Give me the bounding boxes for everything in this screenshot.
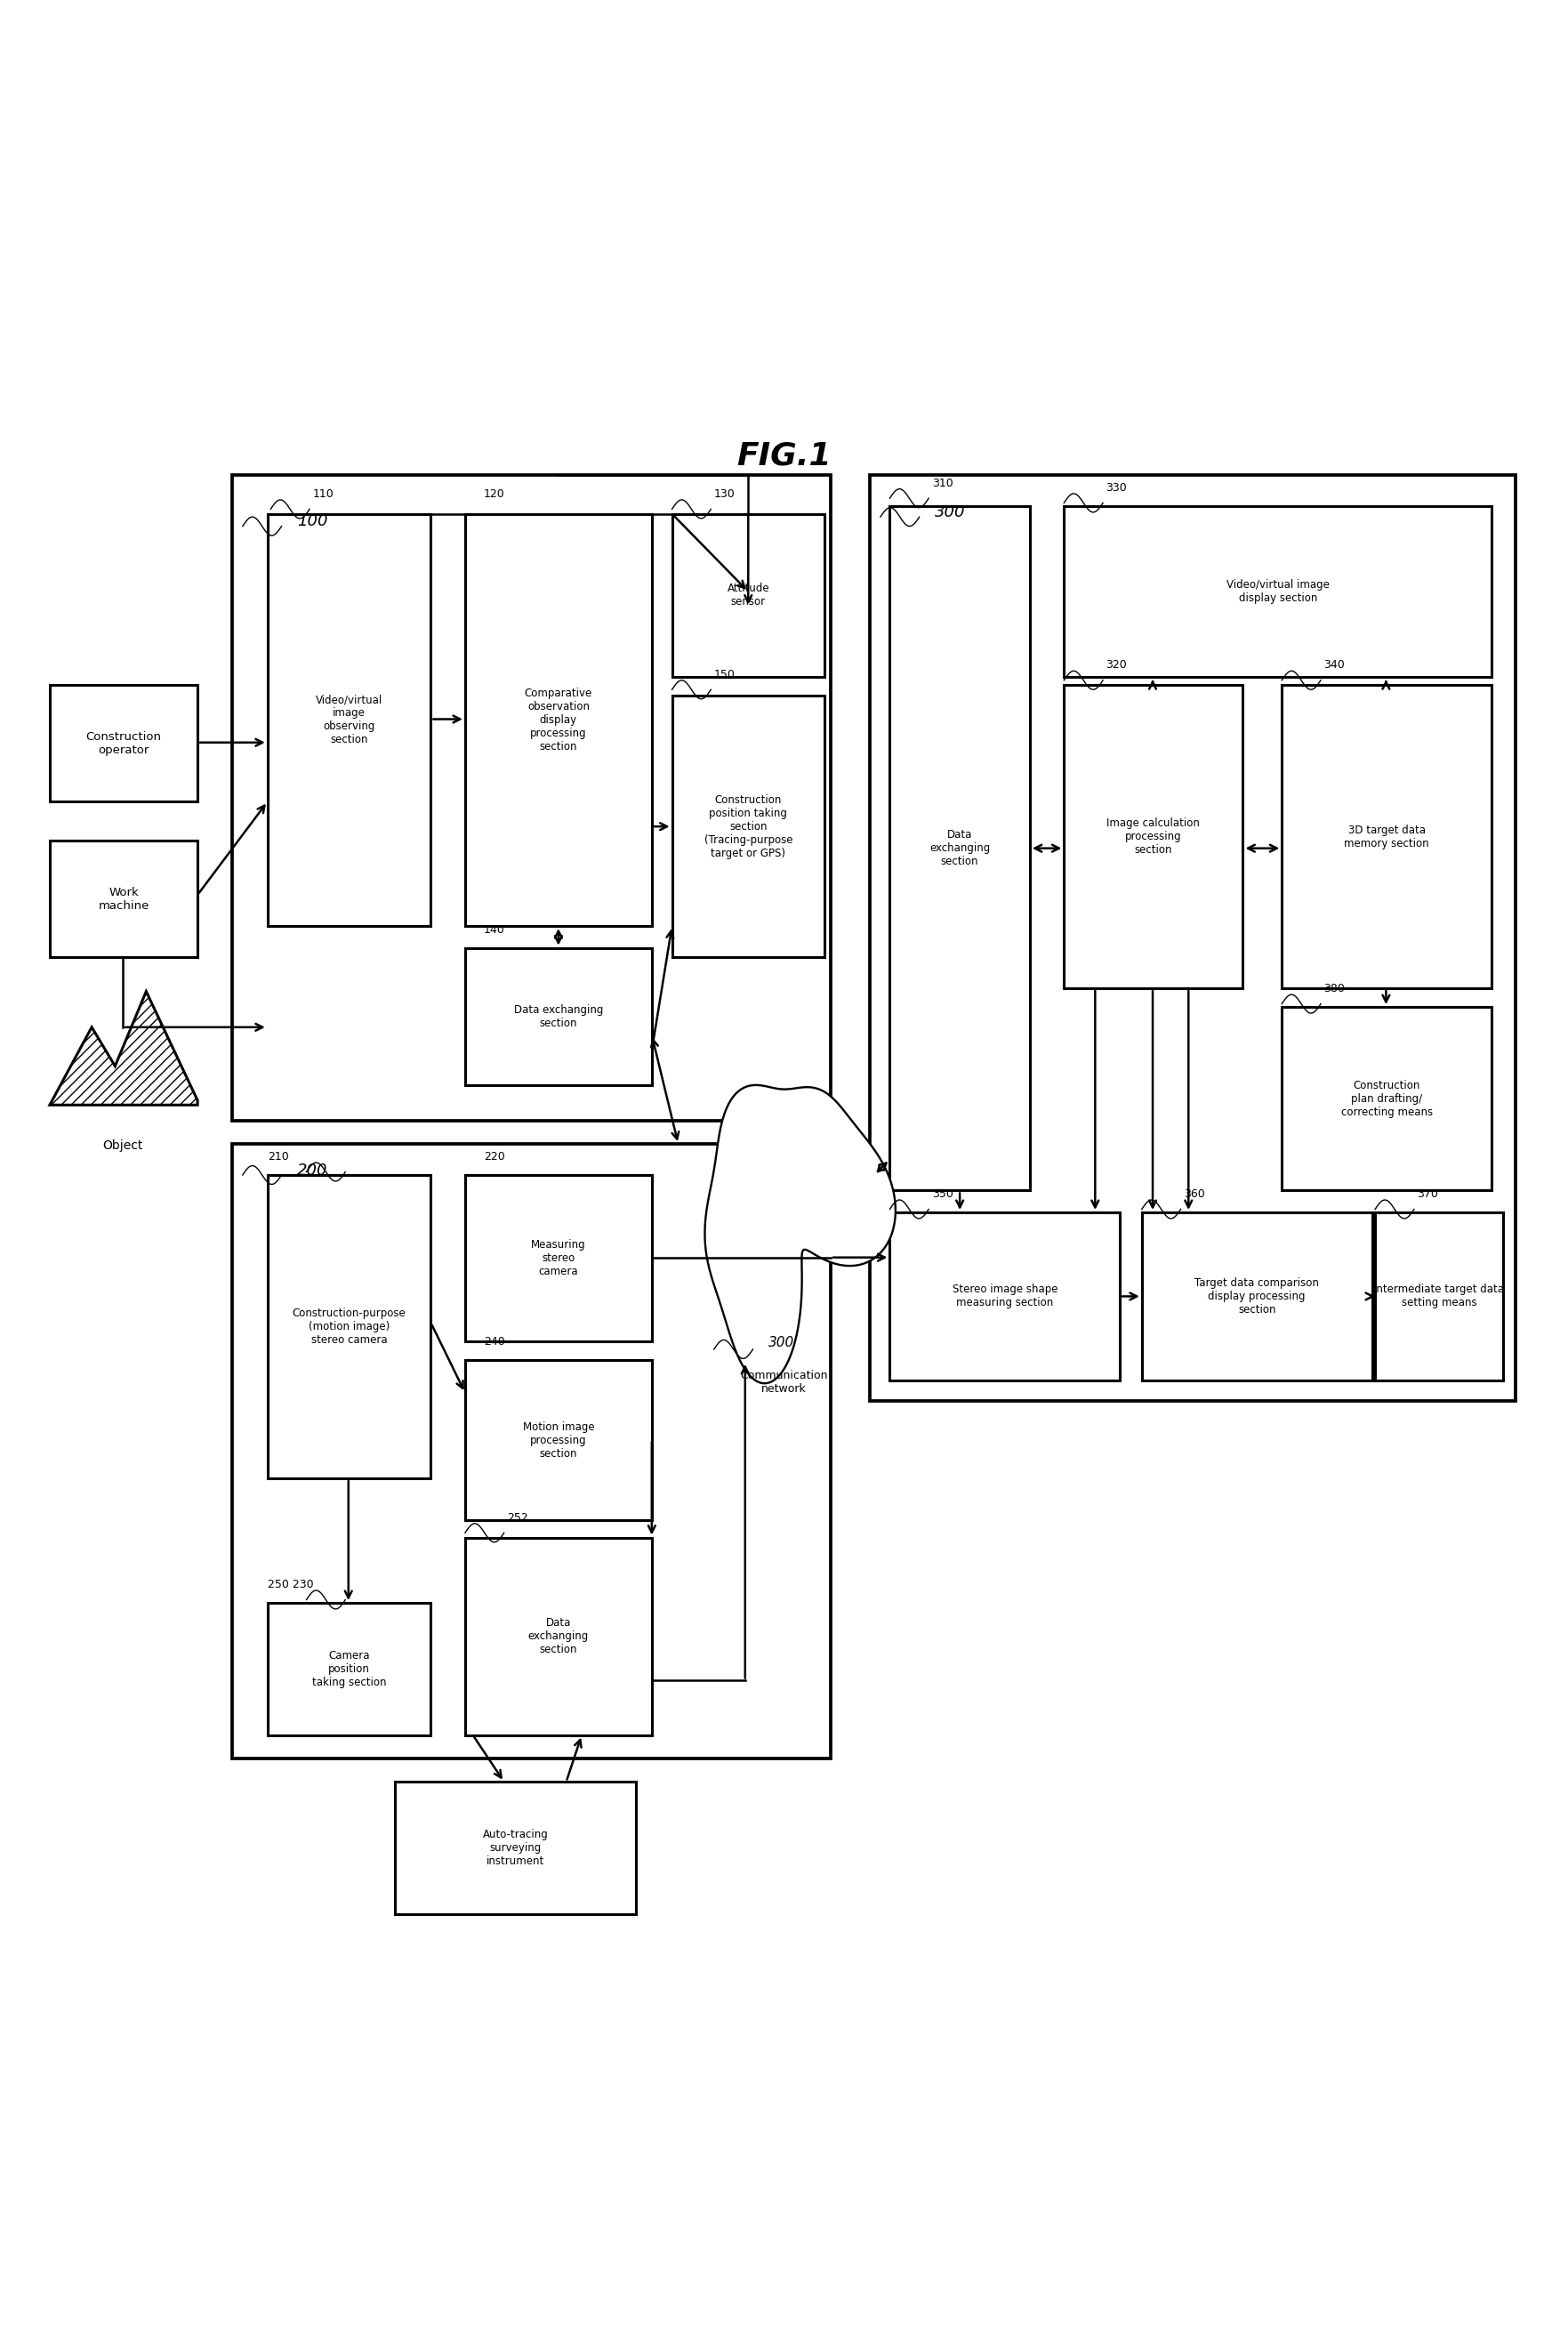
Text: Video/virtual
image
observing
section: Video/virtual image observing section — [315, 693, 383, 745]
Bar — [232, 1144, 831, 1758]
Text: 350: 350 — [931, 1189, 953, 1201]
Text: 140: 140 — [485, 924, 505, 935]
Text: 150: 150 — [713, 670, 735, 679]
Text: Work
machine: Work machine — [99, 886, 149, 912]
Text: Target data comparison
display processing
section: Target data comparison display processin… — [1195, 1278, 1319, 1316]
Text: 300: 300 — [935, 505, 966, 519]
Text: 252: 252 — [506, 1511, 528, 1523]
Text: Data exchanging
section: Data exchanging section — [514, 1003, 604, 1029]
Text: 380: 380 — [1323, 982, 1345, 994]
Text: Image calculation
processing
section: Image calculation processing section — [1107, 818, 1200, 855]
Text: 330: 330 — [1105, 482, 1127, 494]
Text: Comparative
observation
display
processing
section: Comparative observation display processi… — [525, 689, 593, 752]
Text: Intermediate target data
setting means: Intermediate target data setting means — [1374, 1283, 1504, 1309]
Bar — [1065, 684, 1243, 989]
Bar — [268, 1603, 431, 1734]
Bar — [889, 1213, 1120, 1379]
Text: Stereo image shape
measuring section: Stereo image shape measuring section — [952, 1283, 1057, 1309]
Text: 130: 130 — [713, 489, 735, 501]
Bar — [268, 1175, 431, 1478]
Text: 210: 210 — [268, 1152, 289, 1163]
Polygon shape — [50, 992, 198, 1104]
Bar — [1281, 1006, 1491, 1191]
Bar — [1142, 1213, 1372, 1379]
Bar — [889, 505, 1030, 1191]
Text: 300: 300 — [768, 1337, 795, 1349]
Text: 220: 220 — [485, 1152, 505, 1163]
Bar — [870, 475, 1515, 1401]
Bar — [1281, 684, 1491, 989]
Text: Data
exchanging
section: Data exchanging section — [930, 830, 989, 867]
Bar — [673, 696, 825, 956]
Text: Construction
position taking
section
(Tracing-purpose
target or GPS): Construction position taking section (Tr… — [704, 794, 792, 860]
Text: 120: 120 — [485, 489, 505, 501]
Polygon shape — [706, 1086, 895, 1384]
Bar — [673, 515, 825, 677]
Text: 250 230: 250 230 — [268, 1579, 314, 1591]
Text: Data
exchanging
section: Data exchanging section — [528, 1617, 588, 1654]
Bar — [466, 1537, 652, 1734]
Text: 360: 360 — [1184, 1189, 1204, 1201]
Text: Video/virtual image
display section: Video/virtual image display section — [1226, 578, 1330, 604]
Bar — [1375, 1213, 1502, 1379]
Text: FIG.1: FIG.1 — [737, 442, 831, 472]
Text: Motion image
processing
section: Motion image processing section — [522, 1422, 594, 1459]
Text: Attitude
sensor: Attitude sensor — [728, 583, 770, 609]
Text: 200: 200 — [296, 1163, 328, 1177]
Bar — [232, 475, 831, 1121]
Text: Camera
position
taking section: Camera position taking section — [312, 1650, 386, 1687]
Text: Measuring
stereo
camera: Measuring stereo camera — [532, 1238, 586, 1278]
Bar — [1065, 505, 1491, 677]
Bar — [466, 1175, 652, 1342]
Text: 110: 110 — [312, 489, 334, 501]
Text: Auto-tracing
surveying
instrument: Auto-tracing surveying instrument — [483, 1828, 549, 1866]
Text: 370: 370 — [1417, 1189, 1438, 1201]
Text: Construction
operator: Construction operator — [86, 731, 162, 757]
Bar — [50, 841, 198, 956]
Bar — [466, 515, 652, 926]
Bar — [466, 1361, 652, 1520]
Text: 310: 310 — [931, 477, 953, 489]
Text: 240: 240 — [485, 1337, 505, 1347]
Text: 320: 320 — [1105, 660, 1127, 670]
Bar — [268, 515, 431, 926]
Text: Object: Object — [102, 1140, 143, 1152]
Text: Communication
network: Communication network — [740, 1370, 828, 1394]
Text: Construction-purpose
(motion image)
stereo camera: Construction-purpose (motion image) ster… — [292, 1307, 406, 1347]
Text: 340: 340 — [1323, 660, 1345, 670]
Bar — [50, 684, 198, 801]
Bar — [466, 947, 652, 1086]
Text: 100: 100 — [296, 515, 328, 529]
Bar — [395, 1781, 637, 1913]
Text: Construction
plan drafting/
correcting means: Construction plan drafting/ correcting m… — [1341, 1079, 1433, 1119]
Text: 3D target data
memory section: 3D target data memory section — [1344, 825, 1430, 848]
